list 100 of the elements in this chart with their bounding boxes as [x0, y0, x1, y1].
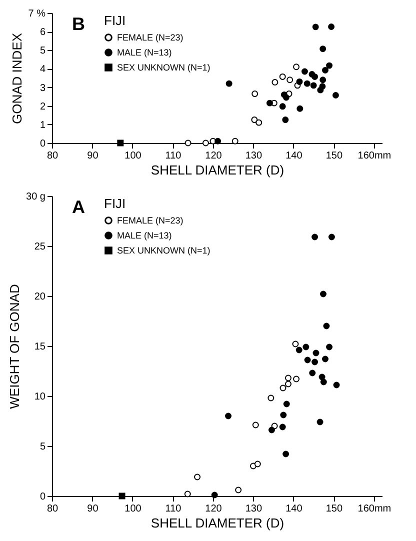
x-tick-label: 160mm	[358, 504, 392, 514]
x-tick-label: 130	[245, 504, 262, 514]
point	[320, 76, 326, 84]
point	[284, 380, 292, 388]
y-tick-label: 10	[34, 392, 46, 402]
point	[322, 66, 328, 74]
point	[283, 400, 290, 408]
x-tick-label: 90	[87, 504, 99, 514]
x-tick-label: 110	[165, 150, 182, 162]
point	[225, 412, 232, 420]
annotation: A	[72, 197, 85, 217]
legend-label: FEMALE (N=23)	[117, 216, 184, 226]
point	[312, 350, 320, 356]
point	[310, 82, 317, 89]
point	[282, 450, 290, 458]
point	[312, 358, 318, 366]
point	[293, 64, 300, 70]
point	[194, 474, 201, 480]
point	[268, 394, 274, 402]
point	[251, 116, 258, 124]
point	[252, 422, 259, 428]
point	[318, 374, 326, 380]
point	[282, 116, 289, 124]
x-tick-label: 130	[245, 150, 262, 162]
x-tick-label: 90	[87, 150, 99, 162]
point	[322, 356, 328, 362]
y-tick-label: 15	[34, 342, 46, 352]
point	[293, 376, 300, 382]
y-tick-label: 25	[34, 242, 46, 252]
point	[184, 140, 192, 146]
point	[279, 73, 286, 80]
point	[333, 382, 340, 388]
point	[316, 418, 324, 426]
point	[326, 344, 333, 350]
point	[202, 140, 209, 146]
x-tick-label: 80	[46, 150, 58, 162]
y-tick-label: 7 %	[28, 8, 46, 20]
point	[302, 344, 310, 350]
point	[332, 92, 339, 99]
point	[312, 24, 319, 30]
point	[214, 138, 222, 144]
point	[296, 78, 303, 85]
legend-label: SEX UNKNOWN (N=1)	[117, 246, 210, 256]
y-tick-label: 1	[40, 120, 46, 131]
y-tick-label: 2	[40, 101, 46, 112]
point	[312, 73, 318, 80]
point	[320, 46, 326, 52]
point	[226, 80, 232, 87]
point	[309, 370, 316, 376]
point	[284, 374, 292, 382]
point	[301, 68, 308, 75]
y-tick-label: 0	[40, 492, 46, 502]
point	[272, 79, 278, 86]
point	[282, 94, 290, 101]
point	[319, 83, 326, 90]
x-tick-label: 80	[46, 504, 58, 514]
point	[232, 138, 238, 144]
point	[279, 424, 286, 430]
y-tick-label: 20	[34, 292, 46, 302]
x-tick-label: 100	[124, 504, 142, 514]
y-tick-label: 6	[40, 27, 46, 38]
point	[266, 100, 273, 106]
point	[326, 62, 333, 69]
point	[280, 412, 287, 418]
y-tick-label: 5	[40, 442, 46, 452]
x-tick-label: 140	[286, 504, 303, 514]
x-tick-label: 120	[205, 150, 222, 162]
legend-label: MALE (N=13)	[117, 48, 172, 58]
y-tick-label: 5	[40, 46, 46, 57]
legend-title: FIJI	[104, 196, 126, 211]
legend-label: FEMALE (N=23)	[117, 32, 184, 42]
x-tick-label: 160mm	[358, 150, 392, 162]
y-axis-title: WEIGHT OF GONAD	[7, 284, 22, 409]
x-tick-label: 140	[286, 150, 303, 162]
y-tick-label: 4	[40, 64, 46, 76]
point	[286, 76, 294, 84]
point	[328, 24, 335, 30]
point	[296, 105, 304, 112]
x-tick-label: 100	[124, 150, 142, 162]
x-axis-title: SHELL DIAMETER (D)	[150, 516, 284, 530]
y-tick-label: 30 g	[26, 192, 46, 202]
point	[184, 490, 191, 498]
x-axis-title: SHELL DIAMETER (D)	[150, 162, 284, 178]
legend-title: FIJI	[104, 13, 126, 28]
point	[235, 486, 242, 494]
point	[320, 378, 327, 386]
x-tick-label: 150	[326, 504, 343, 514]
point	[117, 140, 124, 146]
point	[304, 356, 311, 364]
point	[328, 234, 335, 240]
point	[296, 346, 302, 354]
point	[312, 234, 318, 240]
point	[320, 290, 326, 298]
legend-label: MALE (N=13)	[117, 230, 172, 240]
point	[323, 322, 330, 330]
y-tick-label: 0	[40, 138, 46, 150]
point	[252, 90, 258, 98]
point	[256, 119, 262, 126]
point	[280, 384, 286, 392]
annotation: B	[72, 14, 85, 34]
